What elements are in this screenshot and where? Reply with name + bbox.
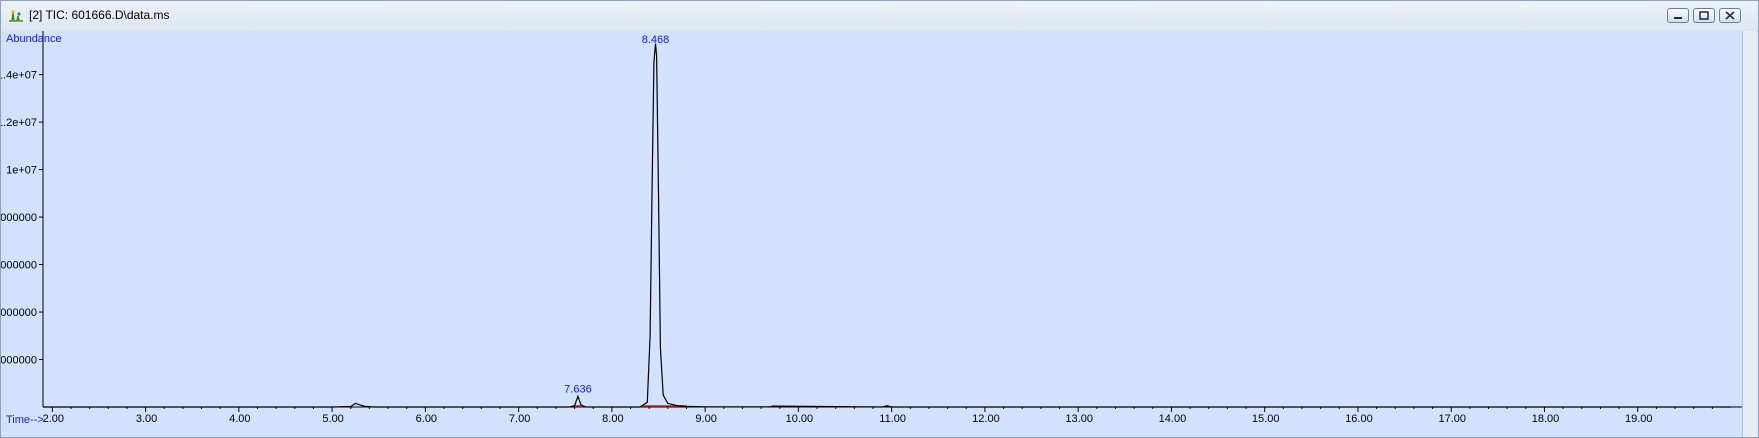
y-tick-label: 4000000 (1, 307, 37, 319)
chromatogram-icon (8, 9, 24, 23)
y-tick-label: 2000000 (1, 355, 37, 367)
x-tick-label: 14.00 (1159, 413, 1187, 425)
minimize-icon (1674, 17, 1682, 19)
y-tick-label: 8000000 (1, 212, 37, 224)
x-tick-label: 17.00 (1438, 413, 1466, 425)
x-tick-label: 3.00 (136, 413, 157, 425)
chromatogram-chart[interactable]: Abundance Time--> 2000000 4000000 6000000 8… (1, 31, 1742, 437)
x-tick-label: 6.00 (416, 413, 437, 425)
y-axis-label: Abundance (6, 33, 62, 45)
plot-background (1, 31, 1742, 437)
x-tick-label: 16.00 (1345, 413, 1373, 425)
tic-trace (43, 43, 1731, 408)
x-tick-label: 15.00 (1252, 413, 1280, 425)
x-tick-label: 13.00 (1065, 413, 1093, 425)
x-tick-label: 18.00 (1532, 413, 1560, 425)
vertical-scrollbar[interactable] (1742, 31, 1757, 437)
close-button[interactable] (1719, 8, 1741, 23)
y-tick-label: 1.4e+07 (1, 70, 37, 82)
x-tick-label: 10.00 (786, 413, 814, 425)
restore-button[interactable] (1693, 8, 1715, 23)
peak-label: 7.636 (564, 383, 592, 395)
x-tick-label: 7.00 (509, 413, 530, 425)
restore-icon (1699, 11, 1709, 20)
y-tick-label: 1.2e+07 (1, 117, 37, 129)
x-axis-label: Time--> (6, 414, 44, 426)
x-tick-label: 5.00 (322, 413, 343, 425)
peak-label: 8.468 (642, 34, 670, 46)
title-bar[interactable]: [2] TIC: 601666.D\data.ms (1, 1, 1758, 32)
x-tick-label: 11.00 (879, 413, 906, 425)
x-tick-label: 19.00 (1625, 413, 1653, 425)
x-tick-label: 12.00 (972, 413, 1000, 425)
plot-area[interactable]: Abundance Time--> 2000000 4000000 6000000 8… (1, 31, 1758, 437)
window-title: [2] TIC: 601666.D\data.ms (29, 8, 170, 22)
y-tick-label: 1e+07 (6, 165, 37, 177)
x-tick-label: 4.00 (229, 413, 250, 425)
x-tick-label: 9.00 (695, 413, 716, 425)
minimize-button[interactable] (1667, 8, 1689, 23)
y-tick-label: 6000000 (1, 260, 37, 272)
close-icon (1725, 11, 1735, 20)
x-tick-label: 8.00 (602, 413, 623, 425)
x-tick-label: 2.00 (43, 413, 64, 425)
